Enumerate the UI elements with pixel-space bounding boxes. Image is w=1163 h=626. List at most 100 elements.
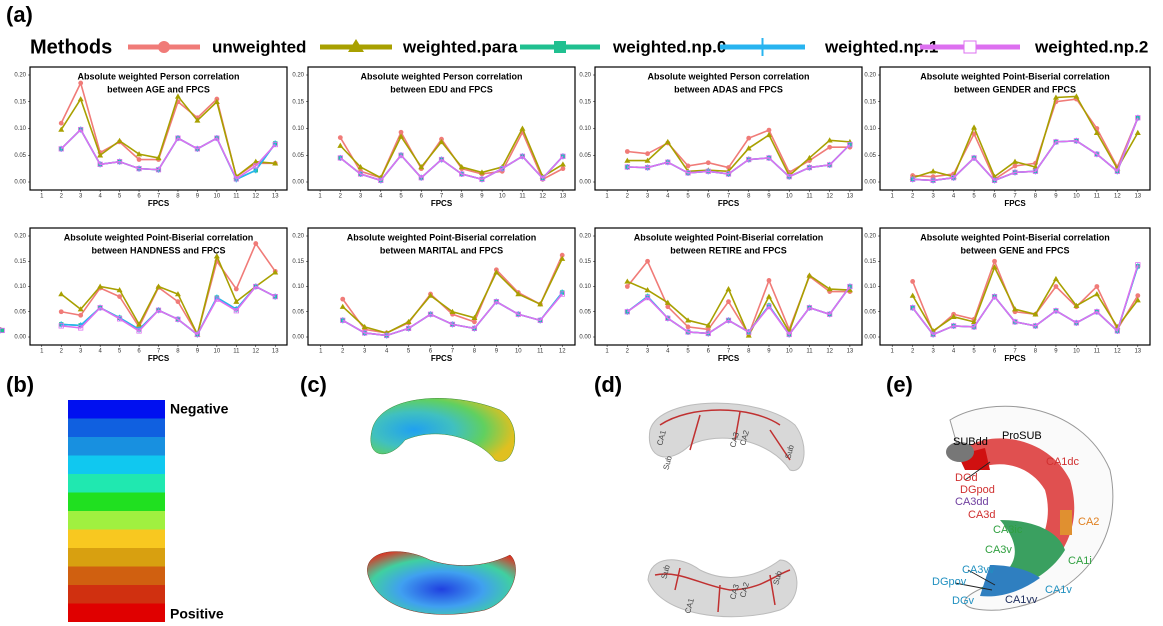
marker	[726, 286, 732, 291]
marker	[1135, 130, 1141, 135]
series-line	[340, 155, 563, 180]
marker	[78, 96, 84, 101]
panel-label: (b)	[6, 372, 34, 397]
marker	[624, 278, 630, 283]
region-label: CA3vv	[962, 564, 995, 576]
x-tick-label: 3	[931, 194, 935, 200]
region-label: CA1i	[1068, 555, 1092, 567]
color-band	[68, 604, 165, 623]
legend-label: weighted.para	[402, 37, 518, 56]
x-tick-label: 3	[646, 194, 650, 200]
x-tick-label: 4	[666, 194, 670, 200]
x-tick-label: 1	[40, 349, 44, 355]
marker	[992, 259, 997, 264]
x-tick-label: 9	[495, 349, 499, 355]
region-label: CA3d	[968, 509, 996, 521]
x-tick-label: 4	[98, 349, 102, 355]
color-band	[68, 474, 165, 493]
marker	[910, 279, 915, 284]
x-tick-label: 8	[747, 194, 751, 200]
y-tick-label: 0.00	[14, 180, 26, 186]
x-tick-label: 2	[911, 194, 915, 200]
marker	[117, 294, 122, 299]
color-band	[68, 493, 165, 512]
marker	[910, 293, 916, 298]
x-tick-label: 10	[499, 194, 506, 200]
marker	[338, 135, 343, 140]
x-tick-label: 8	[176, 349, 180, 355]
series-line	[913, 118, 1138, 181]
y-tick-label: 0.00	[864, 180, 876, 186]
color-band	[68, 567, 165, 586]
y-tick-label: 0.10	[14, 284, 26, 290]
x-tick-label: 13	[560, 194, 567, 200]
chart-title: Absolute weighted Point-Biserial correla…	[347, 232, 537, 242]
y-tick-label: 0.15	[14, 259, 26, 265]
chart-title: Absolute weighted Point-Biserial correla…	[634, 232, 824, 242]
series-line	[913, 118, 1138, 181]
x-tick-label: 9	[196, 194, 200, 200]
marker	[1013, 164, 1018, 169]
x-axis-label: FPCS	[1004, 354, 1026, 363]
x-tick-label: 13	[847, 194, 854, 200]
y-tick-label: 0.15	[292, 99, 304, 105]
x-tick-label: 12	[826, 349, 833, 355]
x-tick-label: 8	[176, 194, 180, 200]
x-tick-label: 10	[214, 349, 221, 355]
y-tick-label: 0.10	[292, 126, 304, 132]
series-line	[340, 155, 563, 180]
legend-label: unweighted	[212, 37, 306, 56]
x-tick-label: 6	[420, 194, 424, 200]
x-axis-label: FPCS	[431, 199, 453, 208]
marker	[58, 291, 64, 296]
chart-title: Absolute weighted Point-Biserial correla…	[920, 71, 1110, 81]
x-tick-label: 12	[1114, 349, 1121, 355]
y-tick-label: 0.00	[292, 335, 304, 341]
region-label: CA3ic	[993, 524, 1023, 536]
series-line	[913, 118, 1138, 181]
marker	[176, 299, 181, 304]
chart-grid: Absolute weighted Person correlationbetw…	[0, 67, 1150, 363]
x-tick-label: 10	[214, 194, 221, 200]
y-tick-label: 0.05	[292, 153, 304, 159]
x-tick-label: 10	[1073, 349, 1080, 355]
y-tick-label: 0.05	[864, 309, 876, 315]
x-tick-label: 9	[480, 194, 484, 200]
x-tick-label: 3	[359, 194, 363, 200]
marker	[59, 121, 64, 126]
x-tick-label: 8	[1034, 194, 1038, 200]
chart-title: between AGE and FPCS	[107, 84, 210, 94]
chart: Absolute weighted Person correlationbetw…	[292, 67, 575, 208]
region-label: ProSUB	[1002, 430, 1042, 442]
marker	[645, 259, 650, 264]
region-label: CA3dd	[955, 496, 989, 508]
region-label: DGd	[955, 472, 978, 484]
series-line	[61, 83, 275, 177]
x-tick-label: 2	[339, 194, 343, 200]
x-tick-label: 4	[666, 349, 670, 355]
marker	[625, 149, 630, 154]
x-tick-label: 12	[252, 194, 259, 200]
marker	[340, 304, 346, 309]
y-tick-label: 0.10	[864, 284, 876, 290]
marker	[1094, 284, 1099, 289]
series-line	[340, 132, 563, 179]
marker	[117, 138, 123, 143]
x-tick-label: 9	[196, 349, 200, 355]
x-tick-label: 1	[319, 349, 323, 355]
marker	[337, 143, 343, 148]
x-tick-label: 6	[137, 349, 141, 355]
x-tick-label: 13	[1134, 349, 1141, 355]
chart: Absolute weighted Point-Biserial correla…	[864, 67, 1150, 208]
x-tick-label: 1	[891, 349, 895, 355]
marker	[706, 160, 711, 165]
marker	[1012, 159, 1018, 164]
y-tick-label: 0.00	[579, 335, 591, 341]
y-tick-label: 0.20	[14, 73, 26, 79]
color-band	[68, 456, 165, 475]
x-tick-label: 2	[60, 349, 64, 355]
marker	[726, 299, 731, 304]
marker	[78, 313, 83, 318]
x-axis-label: FPCS	[718, 354, 740, 363]
chart-title: between ADAS and FPCS	[674, 84, 783, 94]
